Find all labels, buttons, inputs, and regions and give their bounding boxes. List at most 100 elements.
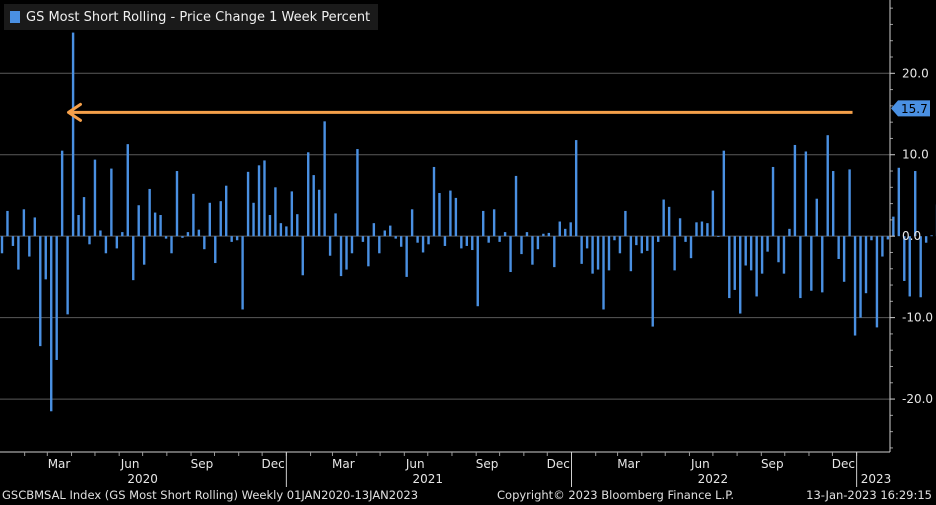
bar [230, 236, 233, 242]
legend-swatch [10, 11, 20, 23]
bar [651, 236, 654, 327]
bar [175, 171, 179, 237]
bar [755, 236, 758, 297]
bar [739, 236, 742, 314]
bar [531, 236, 534, 265]
bar [722, 150, 726, 237]
bar [804, 151, 808, 237]
bar [301, 236, 304, 276]
bar [930, 235, 933, 237]
bar [235, 236, 239, 241]
x-month-label: Sep [191, 457, 214, 471]
bar [886, 236, 890, 240]
bar [859, 236, 862, 318]
bar [591, 236, 594, 274]
bar [88, 236, 91, 245]
bar [492, 209, 496, 237]
current-value-marker [891, 100, 930, 117]
bar [82, 197, 86, 237]
bar [673, 236, 676, 271]
bar [618, 236, 622, 254]
bar [170, 236, 173, 254]
x-month-label: Dec [547, 457, 570, 471]
bar [733, 236, 736, 290]
bar [345, 236, 348, 270]
bar [635, 236, 638, 246]
bar [323, 121, 326, 237]
y-tick-label: -20.0 [902, 392, 933, 406]
bar [71, 32, 75, 237]
x-month-label: Jun [690, 457, 710, 471]
bar [853, 236, 857, 336]
x-year-label: 2022 [698, 472, 729, 486]
bar [148, 188, 151, 237]
footer-index: GSCBMSAL Index (GS Most Short Rolling) W… [2, 488, 419, 502]
bar [153, 212, 157, 237]
bar [924, 236, 928, 243]
x-month-label: Jun [120, 457, 140, 471]
annotation [66, 102, 853, 122]
bar [263, 160, 266, 237]
bar [465, 236, 469, 246]
bar [728, 236, 731, 299]
bar [159, 215, 162, 237]
bar [629, 236, 633, 272]
bar [44, 236, 47, 280]
bar [350, 236, 354, 254]
bar [717, 236, 720, 237]
bar [296, 214, 299, 237]
bar [427, 236, 430, 245]
bar [416, 236, 419, 243]
bar [389, 225, 392, 237]
bar [580, 236, 583, 264]
bar [181, 236, 184, 238]
bar [842, 236, 846, 282]
bar [585, 236, 589, 249]
axes: 20.0 10.0 0.0 -10.0 -20.0 15.7 Mar Jun Sep Dec Mar… [0, 0, 933, 487]
bar [815, 198, 818, 237]
bar [460, 236, 463, 249]
bar [449, 190, 452, 237]
bar [22, 209, 26, 237]
bar [547, 232, 551, 237]
bar [662, 199, 665, 237]
bar [438, 193, 441, 237]
x-month-label: Sep [761, 457, 784, 471]
bar [290, 191, 294, 237]
legend-label: GS Most Short Rolling - Price Change 1 W… [26, 9, 371, 25]
bar [246, 171, 250, 237]
bar [810, 236, 813, 291]
bar [837, 236, 840, 259]
bar [219, 201, 222, 237]
bar [848, 169, 851, 237]
bar [749, 236, 753, 271]
footer-copyright: Copyright© 2023 Bloomberg Finance L.P. [497, 488, 734, 502]
bar [536, 236, 540, 250]
bar [711, 190, 715, 237]
bar [142, 236, 146, 265]
bar [197, 229, 201, 237]
bar [307, 152, 310, 237]
bar [361, 236, 365, 242]
bar [766, 236, 769, 252]
bar [214, 236, 217, 264]
bar [421, 236, 425, 253]
bar [503, 232, 507, 237]
bar [0, 236, 4, 254]
bars [0, 32, 936, 412]
bar [897, 167, 901, 237]
bar [432, 166, 436, 237]
x-month-label: Sep [476, 457, 499, 471]
bar [268, 215, 272, 237]
bar [903, 236, 906, 281]
bar [274, 187, 277, 237]
bar [6, 210, 9, 237]
bar [564, 228, 567, 237]
x-year-label: 2020 [127, 472, 158, 486]
bar [317, 189, 321, 237]
bar [919, 236, 922, 298]
bar [875, 236, 879, 328]
bar [525, 232, 529, 237]
footer-timestamp: 13-Jan-2023 16:29:15 [806, 488, 932, 502]
